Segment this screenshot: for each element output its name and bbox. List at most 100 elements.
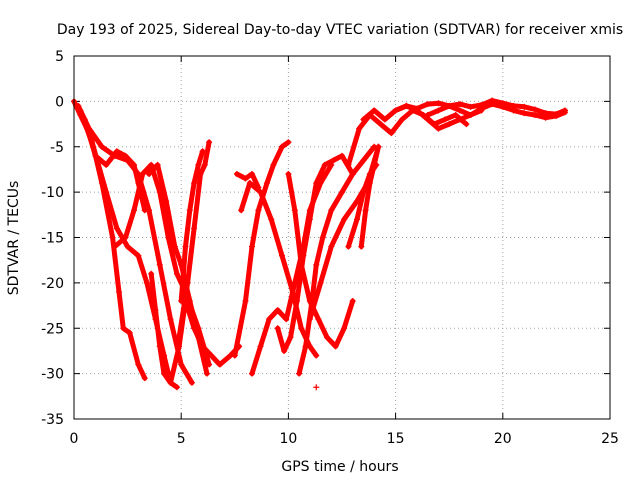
data-point	[435, 107, 442, 114]
data-point	[446, 121, 453, 128]
data-point	[302, 343, 309, 350]
data-point	[463, 121, 470, 128]
data-point	[291, 279, 298, 286]
series-trace	[71, 98, 148, 381]
data-point	[531, 111, 538, 118]
series-track-15	[285, 170, 356, 350]
series-trace	[360, 103, 484, 132]
data-point	[156, 343, 163, 350]
data-point	[499, 103, 506, 110]
data-point	[399, 116, 406, 123]
data-point	[139, 170, 146, 177]
y-tick-label: -35	[41, 412, 64, 428]
data-point	[339, 189, 345, 196]
data-point	[278, 143, 285, 150]
series-track-16	[296, 143, 378, 377]
data-point	[126, 329, 133, 336]
data-point	[332, 343, 339, 350]
data-point	[345, 243, 352, 250]
data-point	[278, 252, 285, 259]
data-point	[274, 325, 281, 332]
data-point	[330, 157, 337, 164]
data-point	[248, 370, 255, 377]
data-point	[510, 107, 517, 114]
data-point	[186, 207, 193, 214]
data-point	[238, 207, 245, 214]
data-point	[561, 109, 568, 116]
series-track-23	[424, 101, 568, 121]
data-point	[283, 316, 290, 323]
data-point	[156, 261, 163, 268]
x-axis-label: GPS time / hours	[281, 459, 398, 475]
y-tick-label: -20	[41, 276, 64, 292]
data-point	[176, 343, 183, 350]
data-point	[109, 234, 116, 241]
data-point	[148, 270, 155, 277]
data-point	[113, 148, 120, 155]
series-track-3	[75, 102, 195, 386]
data-point	[553, 112, 560, 119]
data-point	[349, 170, 356, 177]
data-point	[257, 343, 264, 350]
data-point	[206, 139, 213, 146]
data-point	[424, 111, 431, 118]
data-point	[154, 161, 161, 168]
data-point	[167, 379, 174, 386]
data-point	[146, 170, 153, 177]
data-point	[356, 125, 363, 132]
series-trace	[176, 139, 212, 340]
y-tick-label: -10	[41, 185, 64, 201]
data-point	[313, 352, 320, 359]
data-point	[135, 361, 142, 368]
data-point	[328, 243, 335, 250]
data-point	[120, 325, 127, 332]
data-point	[360, 116, 367, 123]
data-point	[345, 161, 352, 168]
data-point	[328, 207, 335, 214]
data-point	[467, 111, 474, 118]
data-point	[146, 207, 153, 214]
data-point	[452, 111, 459, 118]
data-point	[349, 298, 356, 305]
data-point	[90, 143, 97, 150]
data-point	[148, 161, 155, 168]
data-point	[178, 298, 185, 305]
data-point	[478, 105, 485, 112]
series-track-19	[358, 143, 382, 250]
data-point	[176, 334, 183, 341]
data-point	[285, 170, 292, 177]
data-point	[298, 325, 305, 332]
data-point	[446, 102, 453, 109]
data-point	[360, 157, 367, 164]
data-point	[103, 161, 110, 168]
data-point	[199, 343, 206, 350]
data-point	[313, 261, 320, 268]
data-point	[124, 243, 131, 250]
data-point	[274, 307, 281, 314]
x-tick-label: 15	[387, 431, 405, 447]
data-point	[263, 180, 270, 187]
data-point	[242, 175, 249, 182]
data-point	[268, 216, 275, 223]
data-point	[296, 370, 303, 377]
y-tick-label: -30	[41, 367, 64, 383]
data-point	[521, 110, 528, 117]
data-point	[306, 216, 313, 223]
x-tick-label: 5	[177, 431, 186, 447]
data-point	[377, 121, 384, 128]
series-track-9	[178, 148, 206, 305]
data-point	[375, 143, 382, 150]
data-point	[435, 125, 442, 132]
data-point	[199, 148, 206, 155]
data-point	[163, 198, 170, 205]
tick-layer: 0 5 10 15 20 25 -35 -30 -25 -20 -15 -10 -5 0 5	[41, 49, 619, 447]
data-point	[184, 279, 191, 286]
y-axis-label: SDTVAR / TECUs	[6, 181, 22, 296]
data-point	[242, 298, 249, 305]
data-point	[354, 216, 361, 223]
data-point	[233, 170, 240, 177]
data-point	[143, 279, 150, 286]
data-point	[141, 375, 148, 382]
data-point	[521, 103, 528, 110]
data-point	[315, 316, 322, 323]
